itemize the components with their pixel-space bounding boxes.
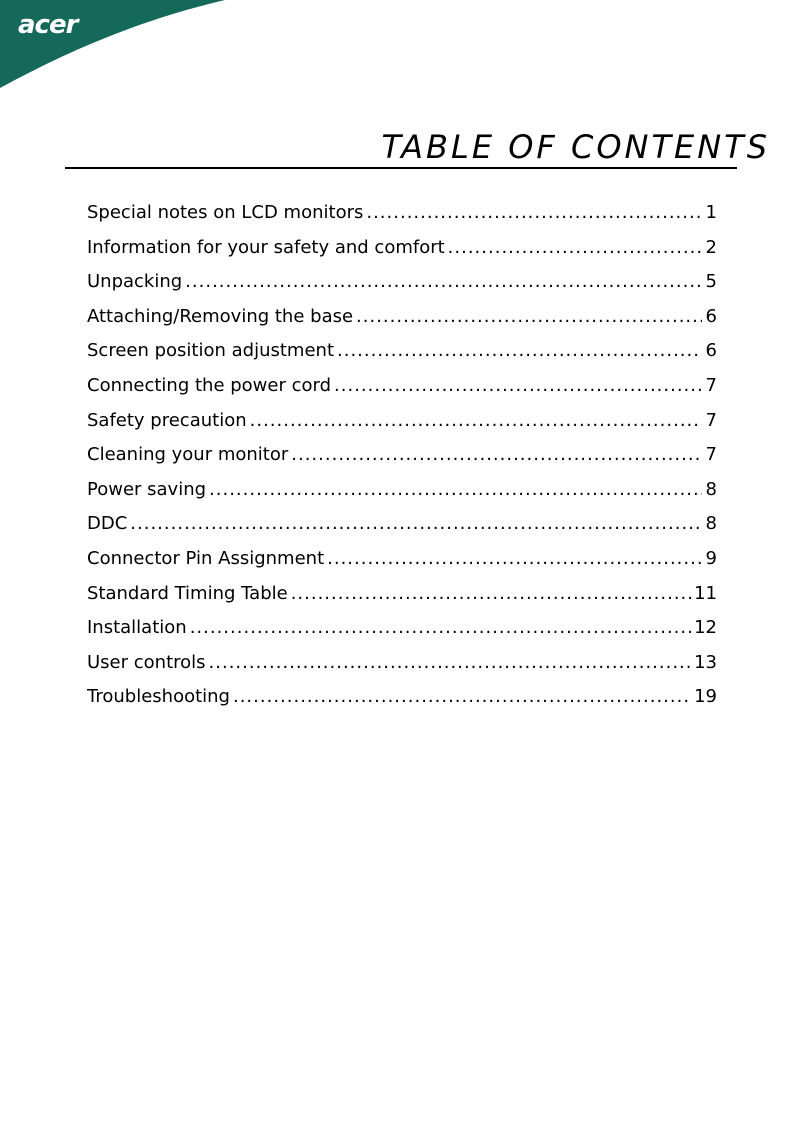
toc-entry-label: User controls (87, 651, 206, 673)
toc-entry-label: Safety precaution (87, 409, 247, 431)
dot-leader (366, 202, 702, 223)
dot-leader (209, 479, 702, 500)
toc-entry-page: 7 (705, 374, 717, 396)
dot-leader (209, 652, 692, 673)
toc-entry-label: Installation (87, 617, 187, 639)
toc-entry[interactable]: Standard Timing Table 11 (87, 583, 717, 618)
toc-entry-label: Connector Pin Assignment (87, 547, 325, 569)
toc-entry-page: 8 (705, 478, 717, 500)
toc-entry-label: Standard Timing Table (87, 582, 288, 604)
toc-entry[interactable]: Special notes on LCD monitors 1 (87, 202, 717, 237)
dot-leader (337, 340, 702, 361)
toc-entry[interactable]: Unpacking 5 (87, 271, 717, 306)
toc-entry-page: 19 (694, 686, 717, 708)
toc-entry[interactable]: Screen position adjustment 6 (87, 340, 717, 375)
toc-entry[interactable]: DDC 8 (87, 513, 717, 548)
toc-entry-page: 2 (705, 236, 717, 258)
toc-list: Special notes on LCD monitors 1 Informatio… (87, 202, 717, 721)
toc-entry-page: 9 (705, 547, 717, 569)
toc-entry-label: Troubleshooting (87, 686, 230, 708)
toc-entry-page: 6 (705, 305, 717, 327)
dot-leader (327, 548, 702, 569)
acer-banner (0, 0, 225, 88)
toc-entry[interactable]: Installation 12 (87, 617, 717, 652)
toc-entry-page: 5 (705, 271, 717, 293)
dot-leader (250, 410, 702, 431)
title-divider (65, 167, 737, 169)
toc-entry-page: 6 (705, 340, 717, 362)
toc-entry-label: Special notes on LCD monitors (87, 202, 364, 223)
toc-entry-label: Connecting the power cord (87, 374, 332, 396)
dot-leader (291, 444, 702, 465)
toc-entry-page: 1 (705, 202, 717, 223)
toc-entry-page: 7 (705, 444, 717, 466)
dot-leader (334, 375, 702, 396)
dot-leader (130, 513, 702, 534)
dot-leader (185, 271, 702, 292)
toc-entry-label: Attaching/Removing the base (87, 305, 354, 327)
toc-entry-label: Information for your safety and comfort (87, 236, 445, 258)
toc-entry-page: 11 (694, 582, 717, 604)
acer-logo: acer (18, 10, 78, 40)
toc-entry[interactable]: Information for your safety and comfort 2 (87, 237, 717, 272)
dot-leader (448, 237, 702, 258)
toc-entry-label: Power saving (87, 478, 207, 500)
toc-entry[interactable]: Connector Pin Assignment 9 (87, 548, 717, 583)
toc-entry-label: Unpacking (87, 271, 183, 293)
toc-entry-page: 8 (705, 513, 717, 535)
toc-entry-label: DDC (87, 513, 128, 535)
toc-entry-page: 13 (694, 651, 717, 673)
toc-entry[interactable]: Troubleshooting 19 (87, 686, 717, 721)
dot-leader (356, 306, 702, 327)
toc-entry[interactable]: Power saving 8 (87, 479, 717, 514)
toc-entry[interactable]: Connecting the power cord 7 (87, 375, 717, 410)
toc-entry-page: 12 (694, 617, 717, 639)
toc-entry-page: 7 (705, 409, 717, 431)
toc-entry-label: Screen position adjustment (87, 340, 334, 362)
page-title: TABLE OF CONTENTS (381, 128, 770, 166)
toc-entry[interactable]: Safety precaution 7 (87, 410, 717, 445)
toc-entry-label: Cleaning your monitor (87, 444, 289, 466)
toc-entry[interactable]: Cleaning your monitor 7 (87, 444, 717, 479)
dot-leader (233, 686, 691, 707)
toc-entry[interactable]: User controls 13 (87, 652, 717, 687)
dot-leader (190, 617, 691, 638)
toc-entry[interactable]: Attaching/Removing the base 6 (87, 306, 717, 341)
dot-leader (291, 583, 691, 604)
